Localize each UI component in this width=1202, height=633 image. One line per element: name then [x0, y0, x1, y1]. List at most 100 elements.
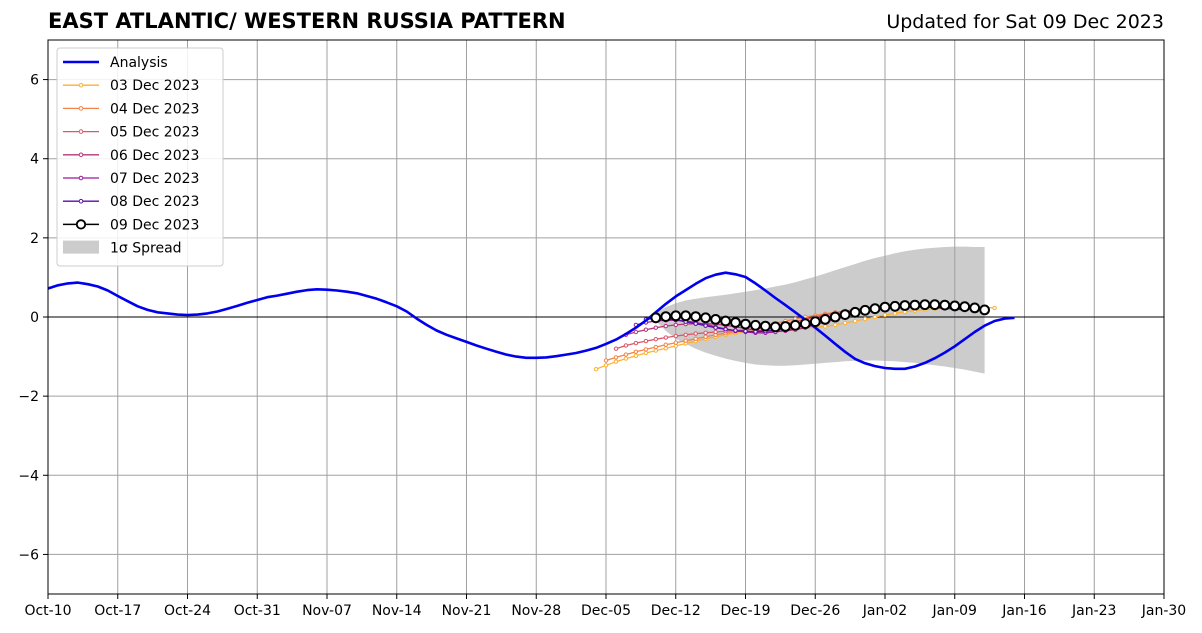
forecast-point — [693, 321, 698, 326]
legend-swatch-spread — [63, 240, 99, 254]
forecast-point — [673, 340, 678, 345]
forecast-point — [663, 323, 668, 329]
forecast-point — [643, 350, 649, 356]
spread-band — [655, 246, 985, 374]
forecast-point — [623, 343, 629, 348]
chart-subtitle: Updated for Sat 09 Dec 2023 — [886, 11, 1164, 33]
forecast-point — [613, 359, 619, 364]
forecast-point — [643, 327, 649, 332]
legend-label-forecast: 07 Dec 2023 — [110, 171, 199, 187]
x-tick-label: Dec-26 — [790, 603, 840, 619]
x-tick-label: Jan-23 — [1071, 603, 1116, 619]
forecast-point — [949, 300, 961, 312]
legend-marker-forecast — [78, 106, 84, 111]
forecast-point — [633, 329, 639, 335]
forecast-point — [992, 305, 997, 311]
forecast-point — [653, 325, 658, 330]
forecast-point — [673, 333, 678, 339]
forecast-point — [703, 330, 708, 335]
legend-marker-forecast — [78, 175, 84, 181]
y-tick-label: 2 — [30, 231, 39, 247]
forecast-point — [919, 299, 931, 311]
forecast-point — [929, 299, 941, 311]
legend-label-forecast: 03 Dec 2023 — [110, 78, 199, 94]
forecast-point — [809, 316, 821, 328]
analysis-line — [47, 271, 1015, 371]
chart-title: EAST ATLANTIC/ WESTERN RUSSIA PATTERN — [48, 9, 566, 33]
x-tick-label: Jan-30 — [1141, 603, 1186, 619]
forecast-point — [889, 300, 901, 312]
forecast-point — [839, 309, 851, 321]
series-layer — [47, 271, 1015, 372]
legend-label-forecast: 06 Dec 2023 — [110, 148, 199, 164]
forecast-point — [892, 311, 898, 316]
forecast-point — [653, 348, 658, 353]
legend-label-forecast: 05 Dec 2023 — [110, 125, 199, 141]
forecast-point — [862, 316, 868, 322]
axis-layer: Oct-10 Oct-17 Oct-24 Oct-31 Nov-07 Nov-14 Nov-… — [18, 39, 1186, 619]
forecast-point — [723, 327, 728, 332]
x-tick-label: Nov-21 — [442, 603, 492, 619]
forecast-point — [643, 347, 649, 352]
forecast-point — [623, 352, 629, 357]
forecast-point — [869, 303, 881, 315]
forecast-point — [720, 315, 731, 327]
forecast-point — [909, 299, 921, 311]
forecast-point — [643, 338, 649, 344]
forecast-point — [700, 312, 711, 324]
y-tick-label: 6 — [30, 73, 39, 89]
x-tick-label: Nov-14 — [372, 603, 422, 619]
forecast-point — [693, 336, 698, 341]
y-tick-label: −2 — [18, 389, 39, 405]
x-tick-label: Oct-10 — [24, 603, 71, 619]
x-tick-label: Nov-28 — [511, 603, 561, 619]
x-tick-label: Dec-19 — [721, 603, 771, 619]
forecast-point — [663, 335, 668, 340]
forecast-point — [829, 311, 841, 323]
y-tick-label: −4 — [18, 468, 39, 484]
forecast-point — [969, 302, 981, 314]
legend-label-spread: 1σ Spread — [110, 241, 182, 257]
forecast-point — [740, 318, 751, 330]
x-tick-label: Jan-16 — [1001, 603, 1047, 619]
forecast-point — [673, 322, 678, 328]
legend-label-forecast: 08 Dec 2023 — [110, 194, 199, 210]
forecast-point — [703, 334, 708, 339]
forecast-point — [603, 363, 609, 368]
forecast-point — [703, 323, 708, 328]
x-tick-label: Oct-24 — [164, 603, 211, 619]
legend-marker-forecast — [78, 198, 84, 204]
forecast-point — [713, 325, 718, 330]
forecast-point — [653, 337, 658, 342]
forecast-point — [623, 356, 629, 361]
forecast-point — [663, 346, 668, 351]
forecast-point — [653, 344, 658, 350]
legend-marker-forecast — [78, 152, 84, 158]
forecast-point — [882, 312, 888, 318]
y-tick-label: 4 — [30, 152, 39, 168]
x-tick-label: Jan-09 — [932, 603, 977, 619]
forecast-point — [680, 310, 692, 322]
forecast-point — [663, 342, 668, 347]
y-tick-label: 0 — [30, 310, 39, 326]
forecast-point — [872, 314, 878, 320]
forecast-point — [660, 311, 672, 323]
forecast-point — [733, 328, 738, 333]
x-tick-label: Oct-31 — [234, 603, 281, 619]
forecast-point — [879, 301, 891, 313]
legend-marker-forecast — [75, 219, 87, 230]
forecast-point — [823, 324, 828, 329]
forecast-point — [789, 319, 801, 331]
legend-marker-forecast — [78, 129, 84, 134]
forecast-point — [650, 312, 662, 324]
x-tick-label: Nov-07 — [302, 603, 352, 619]
forecast-point — [683, 332, 688, 337]
forecast-point — [899, 300, 911, 311]
forecast-point — [833, 322, 838, 328]
forecast-point — [770, 321, 781, 333]
forecast-point — [780, 321, 791, 332]
x-tick-label: Dec-05 — [581, 603, 631, 619]
forecast-point — [939, 299, 951, 311]
x-tick-label: Oct-17 — [94, 603, 141, 619]
